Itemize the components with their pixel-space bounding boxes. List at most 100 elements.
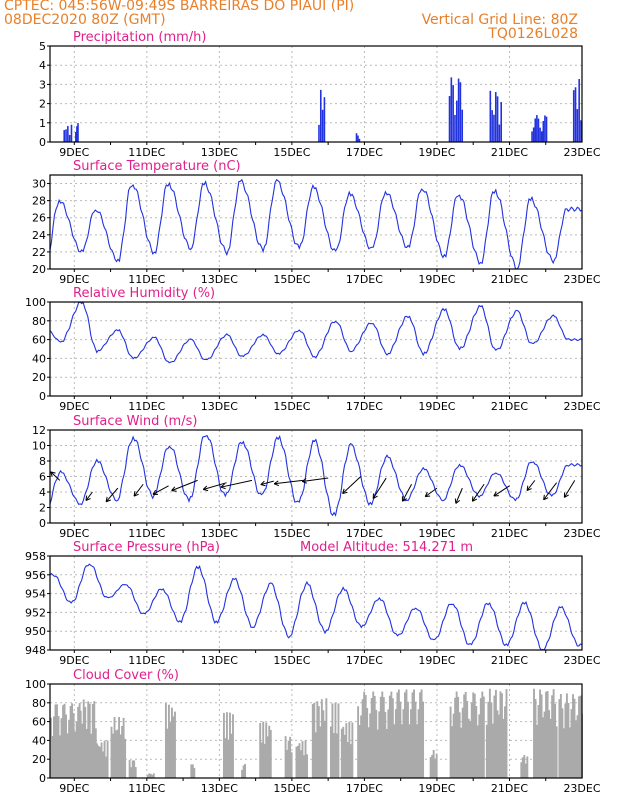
precip-bar bbox=[358, 138, 361, 142]
cloud-bar bbox=[493, 695, 496, 778]
cloud-bar bbox=[325, 698, 328, 778]
y-tick-label: 8 bbox=[39, 455, 46, 468]
cloud-bar bbox=[367, 727, 370, 778]
wind-arrow bbox=[543, 482, 558, 501]
cloud-bar bbox=[348, 721, 351, 778]
x-tick-label: 9DEC bbox=[59, 273, 89, 286]
cloud-bar bbox=[559, 694, 562, 778]
precip-bar bbox=[77, 123, 79, 142]
x-tick-label: 11DEC bbox=[128, 654, 165, 667]
panel-frame bbox=[49, 683, 583, 779]
x-tick-label: 17DEC bbox=[346, 146, 383, 159]
cloud-bar bbox=[521, 757, 524, 778]
cloud-bar bbox=[420, 689, 423, 778]
cloud-bar bbox=[467, 718, 470, 778]
cloud-bar bbox=[112, 733, 114, 778]
x-tick-label: 13DEC bbox=[201, 782, 238, 795]
y-tick-label: 950 bbox=[25, 625, 46, 638]
wind-arrow-head bbox=[202, 485, 209, 492]
precip-bar bbox=[319, 89, 322, 142]
cloud-bar bbox=[545, 691, 548, 778]
cloud-bar bbox=[57, 716, 60, 778]
cloud-bar bbox=[578, 696, 580, 778]
cloud-bar bbox=[106, 740, 109, 778]
panel-title: Surface Pressure (hPa) bbox=[73, 540, 220, 555]
cloud-bar bbox=[110, 726, 113, 778]
cloud-bar bbox=[93, 701, 96, 778]
y-tick-label: 2 bbox=[39, 98, 46, 111]
precip-bar bbox=[76, 126, 78, 142]
y-tick-label: 40 bbox=[32, 352, 46, 365]
x-tick-label: 17DEC bbox=[346, 654, 383, 667]
wind-arrow-head bbox=[401, 496, 407, 502]
x-tick-label: 23DEC bbox=[563, 273, 600, 286]
precip-bar bbox=[540, 131, 543, 142]
cloud-bar bbox=[408, 724, 411, 778]
cloud-bar bbox=[469, 720, 472, 778]
chart-panel-5: Surface Pressure (hPa) Model Altitude: 51… bbox=[25, 540, 601, 667]
cloud-bar bbox=[230, 733, 233, 778]
cloud-bar bbox=[54, 704, 57, 778]
y-tick-label: 0 bbox=[39, 517, 46, 530]
wind-arrow bbox=[526, 480, 536, 491]
x-tick-label: 13DEC bbox=[201, 527, 238, 540]
cloud-bar bbox=[68, 719, 71, 778]
panel-title: Surface Wind (m/s) bbox=[73, 414, 197, 429]
chart-panel-1: Precipitation (mm/h) 9DEC 11DEC 13DEC 15DEC 1… bbox=[39, 30, 601, 159]
x-tick-label: 13DEC bbox=[201, 400, 238, 413]
precip-bar bbox=[572, 90, 575, 142]
wind-arrow-head bbox=[85, 495, 91, 501]
cloud-bar bbox=[336, 733, 338, 778]
cloud-bar bbox=[454, 697, 457, 778]
panel-title: Cloud Cover (%) bbox=[73, 668, 179, 683]
y-tick-label: 20 bbox=[32, 753, 46, 766]
cloud-bar bbox=[551, 695, 554, 778]
wind-arrow bbox=[455, 487, 463, 504]
y-tick-label: 24 bbox=[32, 229, 46, 242]
precip-bar bbox=[500, 102, 503, 142]
cloud-bar bbox=[555, 726, 558, 778]
cloud-bar bbox=[505, 689, 508, 778]
x-tick-label: 9DEC bbox=[59, 654, 89, 667]
x-tick-label: 19DEC bbox=[418, 527, 455, 540]
cloud-bar bbox=[119, 734, 122, 778]
wind-arrow-head bbox=[273, 480, 279, 487]
cloud-bar bbox=[259, 723, 262, 778]
cloud-bar bbox=[379, 696, 382, 778]
cloud-bar bbox=[533, 688, 535, 778]
y-tick-label: 80 bbox=[32, 315, 46, 328]
precip-bar bbox=[578, 78, 580, 142]
precip-bar bbox=[493, 114, 495, 142]
cloud-bar bbox=[51, 735, 54, 778]
cloud-bar bbox=[432, 749, 435, 778]
cloud-bar bbox=[99, 746, 101, 778]
cloud-bar bbox=[540, 694, 543, 778]
cloud-bar bbox=[460, 727, 463, 778]
x-tick-label: 9DEC bbox=[59, 782, 89, 795]
cloud-bar bbox=[90, 733, 93, 778]
precip-bar bbox=[461, 109, 464, 142]
cloud-bar bbox=[472, 692, 475, 778]
cloud-bar bbox=[414, 701, 417, 778]
y-tick-label: 954 bbox=[25, 588, 46, 601]
precip-bar bbox=[574, 87, 577, 142]
cloud-bar bbox=[115, 730, 117, 778]
cloud-bar bbox=[105, 756, 108, 778]
wind-arrow bbox=[260, 480, 274, 486]
cloud-bar bbox=[461, 707, 464, 778]
cloud-bar bbox=[85, 728, 88, 778]
cloud-bar bbox=[546, 691, 549, 778]
cloud-bar bbox=[494, 689, 497, 778]
cloud-bar bbox=[452, 713, 455, 778]
cloud-bar bbox=[84, 706, 87, 778]
cloud-bar bbox=[244, 763, 247, 778]
cloud-bar bbox=[151, 774, 154, 778]
y-tick-label: 100 bbox=[25, 678, 46, 691]
precip-bar bbox=[498, 124, 501, 142]
cloud-bar bbox=[464, 692, 467, 778]
precip-bar bbox=[323, 97, 326, 142]
wind-arrow-head bbox=[372, 493, 378, 499]
header-grid-note: Vertical Grid Line: 80Z bbox=[421, 12, 578, 28]
cloud-bar bbox=[388, 695, 391, 778]
cloud-bar bbox=[499, 691, 502, 778]
